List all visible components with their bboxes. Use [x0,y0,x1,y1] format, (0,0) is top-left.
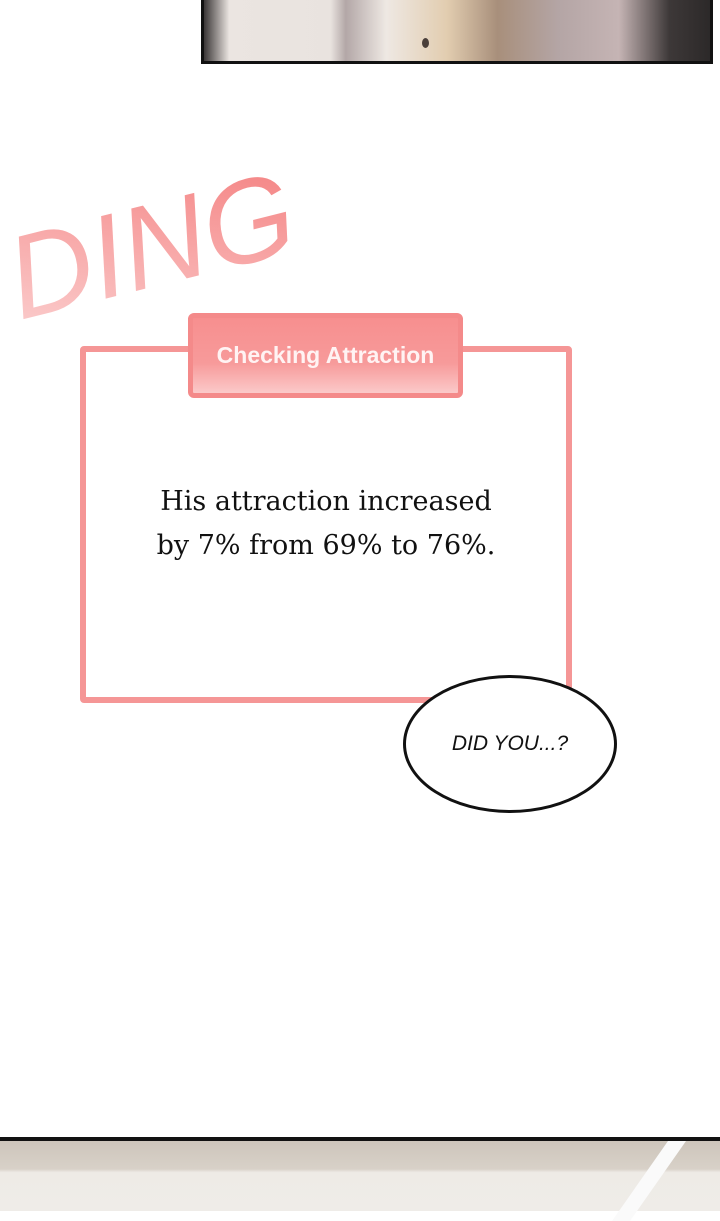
notification-title-tab: Checking Attraction [188,313,463,398]
speech-bubble-text: DID YOU...? [451,732,569,755]
ding-sound-effect: DING [0,160,308,340]
notification-title: Checking Attraction [216,342,435,368]
notification-window [80,346,572,703]
notification-message: His attraction increased by 7% from 69% … [80,480,572,568]
speech-bubble: DID YOU...? [403,675,617,813]
light-beam [611,1141,687,1221]
comic-panel-top [201,0,713,64]
message-line-2: by 7% from 69% to 76%. [156,530,496,561]
shirt-button [422,38,429,48]
message-line-1: His attraction increased [160,486,492,517]
comic-panel-bottom [0,1137,720,1221]
